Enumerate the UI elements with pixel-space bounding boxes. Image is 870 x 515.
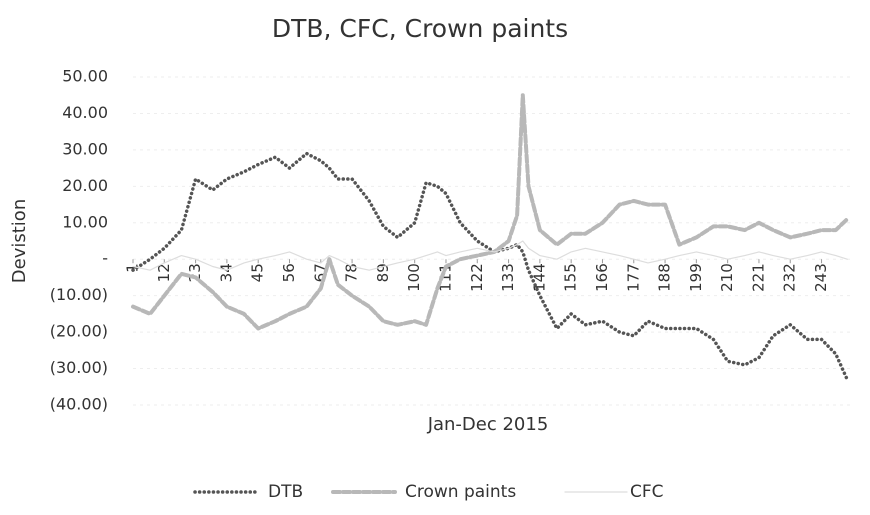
x-tick-label: 100 bbox=[405, 263, 423, 292]
y-tick-label: 40.00 bbox=[62, 103, 108, 122]
x-tick-label: 45 bbox=[249, 263, 267, 282]
legend-label: DTB bbox=[268, 482, 303, 502]
legend-label: CFC bbox=[630, 482, 664, 502]
x-axis-title: Jan-Dec 2015 bbox=[427, 414, 549, 435]
y-tick-label: (40.00) bbox=[50, 395, 108, 414]
x-tick-label: 166 bbox=[593, 263, 611, 292]
y-tick-label: 30.00 bbox=[62, 139, 108, 158]
x-tick-label: 78 bbox=[343, 263, 361, 282]
y-axis-title: Devistion bbox=[9, 199, 30, 283]
x-tick-label: 177 bbox=[624, 263, 642, 292]
y-tick-label: (10.00) bbox=[50, 285, 108, 304]
y-tick-label: (30.00) bbox=[50, 358, 108, 377]
y-tick-label: (20.00) bbox=[50, 322, 108, 341]
x-tick-label: 188 bbox=[656, 263, 674, 292]
x-tick-label: 144 bbox=[530, 263, 548, 292]
x-tick-label: 221 bbox=[749, 263, 767, 292]
series-line bbox=[131, 93, 850, 331]
series-line bbox=[131, 151, 849, 382]
x-tick-label: 56 bbox=[280, 263, 298, 282]
series-line bbox=[132, 240, 848, 271]
x-tick-label: 122 bbox=[468, 263, 486, 292]
x-tick-label: 34 bbox=[217, 263, 235, 282]
y-tick-label: 20.00 bbox=[62, 176, 108, 195]
x-tick-label: 133 bbox=[499, 263, 517, 292]
x-tick-label: 1 bbox=[124, 263, 142, 273]
x-tick-label: 243 bbox=[812, 263, 830, 292]
x-tick-label: 155 bbox=[562, 263, 580, 292]
x-tick-label: 12 bbox=[155, 263, 173, 282]
y-tick-label: 50.00 bbox=[62, 67, 108, 86]
chart-title: DTB, CFC, Crown paints bbox=[272, 14, 568, 43]
legend-label: Crown paints bbox=[405, 482, 516, 502]
y-tick-label: - bbox=[102, 249, 108, 268]
y-tick-label: 10.00 bbox=[62, 212, 108, 231]
x-tick-label: 232 bbox=[781, 263, 799, 292]
x-tick-label: 210 bbox=[718, 263, 736, 292]
x-tick-label: 199 bbox=[687, 263, 705, 292]
